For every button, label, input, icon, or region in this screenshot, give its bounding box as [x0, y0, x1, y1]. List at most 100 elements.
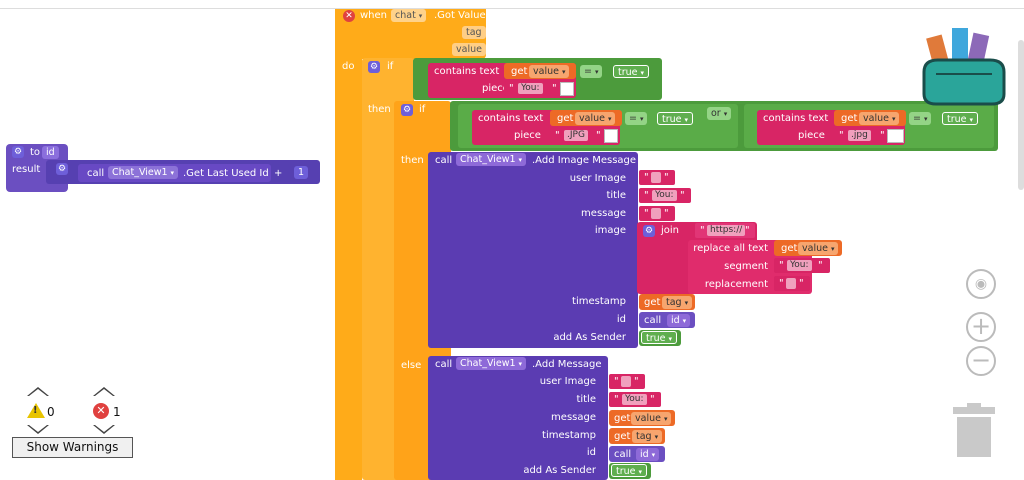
- equals-dropdown[interactable]: = ▾: [909, 112, 932, 125]
- replace-all-label: replace all text: [693, 243, 768, 254]
- user-image-label: user Image: [569, 173, 626, 184]
- method-label: .Add Message: [532, 359, 602, 370]
- trash-icon[interactable]: [951, 401, 997, 459]
- error-count: 1: [113, 405, 121, 419]
- id-dropdown[interactable]: id ▾: [636, 448, 660, 461]
- value-dropdown[interactable]: value ▾: [631, 412, 672, 425]
- value-dropdown[interactable]: value ▾: [575, 112, 616, 125]
- true-dropdown[interactable]: true ▾: [613, 65, 650, 78]
- text-string-empty[interactable]: " ": [639, 170, 675, 185]
- gear-icon[interactable]: ⚙: [56, 163, 68, 175]
- chat-dropdown[interactable]: chat ▾: [391, 9, 427, 22]
- get-label: get: [614, 413, 631, 424]
- gear-icon[interactable]: ⚙: [12, 146, 24, 158]
- text-value[interactable]: .JPG: [564, 130, 588, 141]
- call-label: call: [87, 168, 105, 179]
- tag-dropdown[interactable]: tag ▾: [662, 296, 693, 309]
- component-dropdown[interactable]: Chat_View1 ▾: [456, 357, 527, 370]
- plus-operator: +: [274, 168, 283, 179]
- backpack-icon[interactable]: [918, 22, 1010, 106]
- recenter-icon[interactable]: ◉: [966, 269, 996, 299]
- tag-dropdown[interactable]: tag ▾: [632, 430, 663, 443]
- warning-count: 0: [47, 405, 55, 419]
- timestamp-label: timestamp: [572, 296, 626, 307]
- param-value[interactable]: value: [452, 43, 486, 56]
- empty-slot: [560, 82, 574, 96]
- add-as-sender-label: add As Sender: [553, 332, 626, 343]
- component-dropdown[interactable]: Chat_View1 ▾: [108, 166, 179, 179]
- text-string-jpg-lower[interactable]: " .jpg ": [834, 128, 904, 143]
- true-dropdown[interactable]: true ▾: [657, 112, 694, 125]
- warning-icon-mark: !: [33, 405, 38, 416]
- contains-text-label: contains text: [434, 66, 500, 77]
- get-label: get: [841, 113, 858, 124]
- text-string-empty[interactable]: " ": [609, 374, 645, 389]
- gear-icon[interactable]: ⚙: [368, 61, 380, 73]
- empty-slot: [604, 129, 618, 143]
- equals-dropdown[interactable]: = ▾: [625, 112, 648, 125]
- gear-icon[interactable]: ⚙: [643, 225, 655, 237]
- id-label: id: [586, 447, 596, 458]
- text-string-https[interactable]: " https://": [695, 223, 755, 238]
- method-label: .Add Image Message: [532, 155, 637, 166]
- value-dropdown[interactable]: value ▾: [798, 242, 839, 255]
- piece-label: piece: [798, 130, 825, 141]
- or-dropdown[interactable]: or ▾: [707, 107, 732, 120]
- param-tag[interactable]: tag: [462, 26, 486, 39]
- proc-name-field[interactable]: id: [42, 146, 59, 159]
- equals-dropdown[interactable]: = ▾: [580, 65, 603, 78]
- value-dropdown[interactable]: value ▾: [859, 112, 900, 125]
- value-dropdown[interactable]: value ▾: [529, 65, 570, 78]
- text-value[interactable]: You:: [518, 83, 543, 94]
- error-icon: ✕: [93, 403, 109, 419]
- image-label: image: [594, 225, 626, 236]
- zoom-out-icon[interactable]: −: [966, 346, 996, 376]
- text-string-title[interactable]: " You: ": [639, 188, 691, 203]
- call-label: call: [435, 155, 453, 166]
- true-dropdown[interactable]: true ▾: [611, 464, 648, 477]
- error-prev-arrow[interactable]: [93, 387, 115, 396]
- number-one[interactable]: 1: [294, 166, 309, 179]
- message-label: message: [581, 208, 626, 219]
- get-label: get: [557, 113, 574, 124]
- text-string-jpg-upper[interactable]: " .JPG ": [550, 128, 620, 143]
- text-value[interactable]: You:: [787, 260, 812, 271]
- error-next-arrow[interactable]: [93, 425, 115, 434]
- text-value[interactable]: .jpg: [848, 130, 871, 141]
- top-bar: [0, 0, 1024, 9]
- zoom-in-icon[interactable]: +: [966, 312, 996, 342]
- true-dropdown[interactable]: true ▾: [641, 331, 678, 344]
- call-label: call: [614, 449, 632, 460]
- text-value[interactable]: You:: [622, 394, 647, 405]
- then-label: then: [368, 104, 391, 115]
- add-message-block[interactable]: [428, 356, 608, 480]
- text-string-you[interactable]: " You: ": [504, 81, 576, 96]
- join-label: join: [661, 225, 680, 236]
- text-string-segment[interactable]: " You: ": [774, 258, 830, 273]
- title-label: title: [606, 190, 626, 201]
- id-dropdown[interactable]: id ▾: [667, 314, 691, 327]
- text-string-title[interactable]: " You: ": [609, 392, 661, 407]
- text-string-empty[interactable]: " ": [774, 276, 810, 291]
- error-icon: ✕: [343, 10, 355, 22]
- replacement-label: replacement: [704, 279, 768, 290]
- warning-prev-arrow[interactable]: [27, 387, 49, 396]
- call-label: call: [644, 315, 662, 326]
- gear-icon[interactable]: ⚙: [401, 104, 413, 116]
- piece-label: piece: [482, 83, 509, 94]
- text-value[interactable]: https://: [707, 225, 746, 236]
- do-label: do: [342, 61, 355, 72]
- id-label: id: [616, 314, 626, 325]
- text-string-empty[interactable]: " ": [639, 206, 675, 221]
- text-value[interactable]: You:: [652, 190, 677, 201]
- method-label: .Get Last Used Id: [183, 168, 269, 179]
- warning-next-arrow[interactable]: [27, 425, 49, 434]
- component-dropdown[interactable]: Chat_View1 ▾: [456, 153, 527, 166]
- true-dropdown[interactable]: true ▾: [942, 112, 979, 125]
- scrollbar[interactable]: [1018, 40, 1024, 190]
- add-as-sender-label: add As Sender: [523, 465, 596, 476]
- add-image-message-block[interactable]: [428, 152, 638, 348]
- title-label: title: [576, 394, 596, 405]
- show-warnings-button[interactable]: Show Warnings: [12, 437, 133, 458]
- proc-result-label: result: [12, 164, 41, 175]
